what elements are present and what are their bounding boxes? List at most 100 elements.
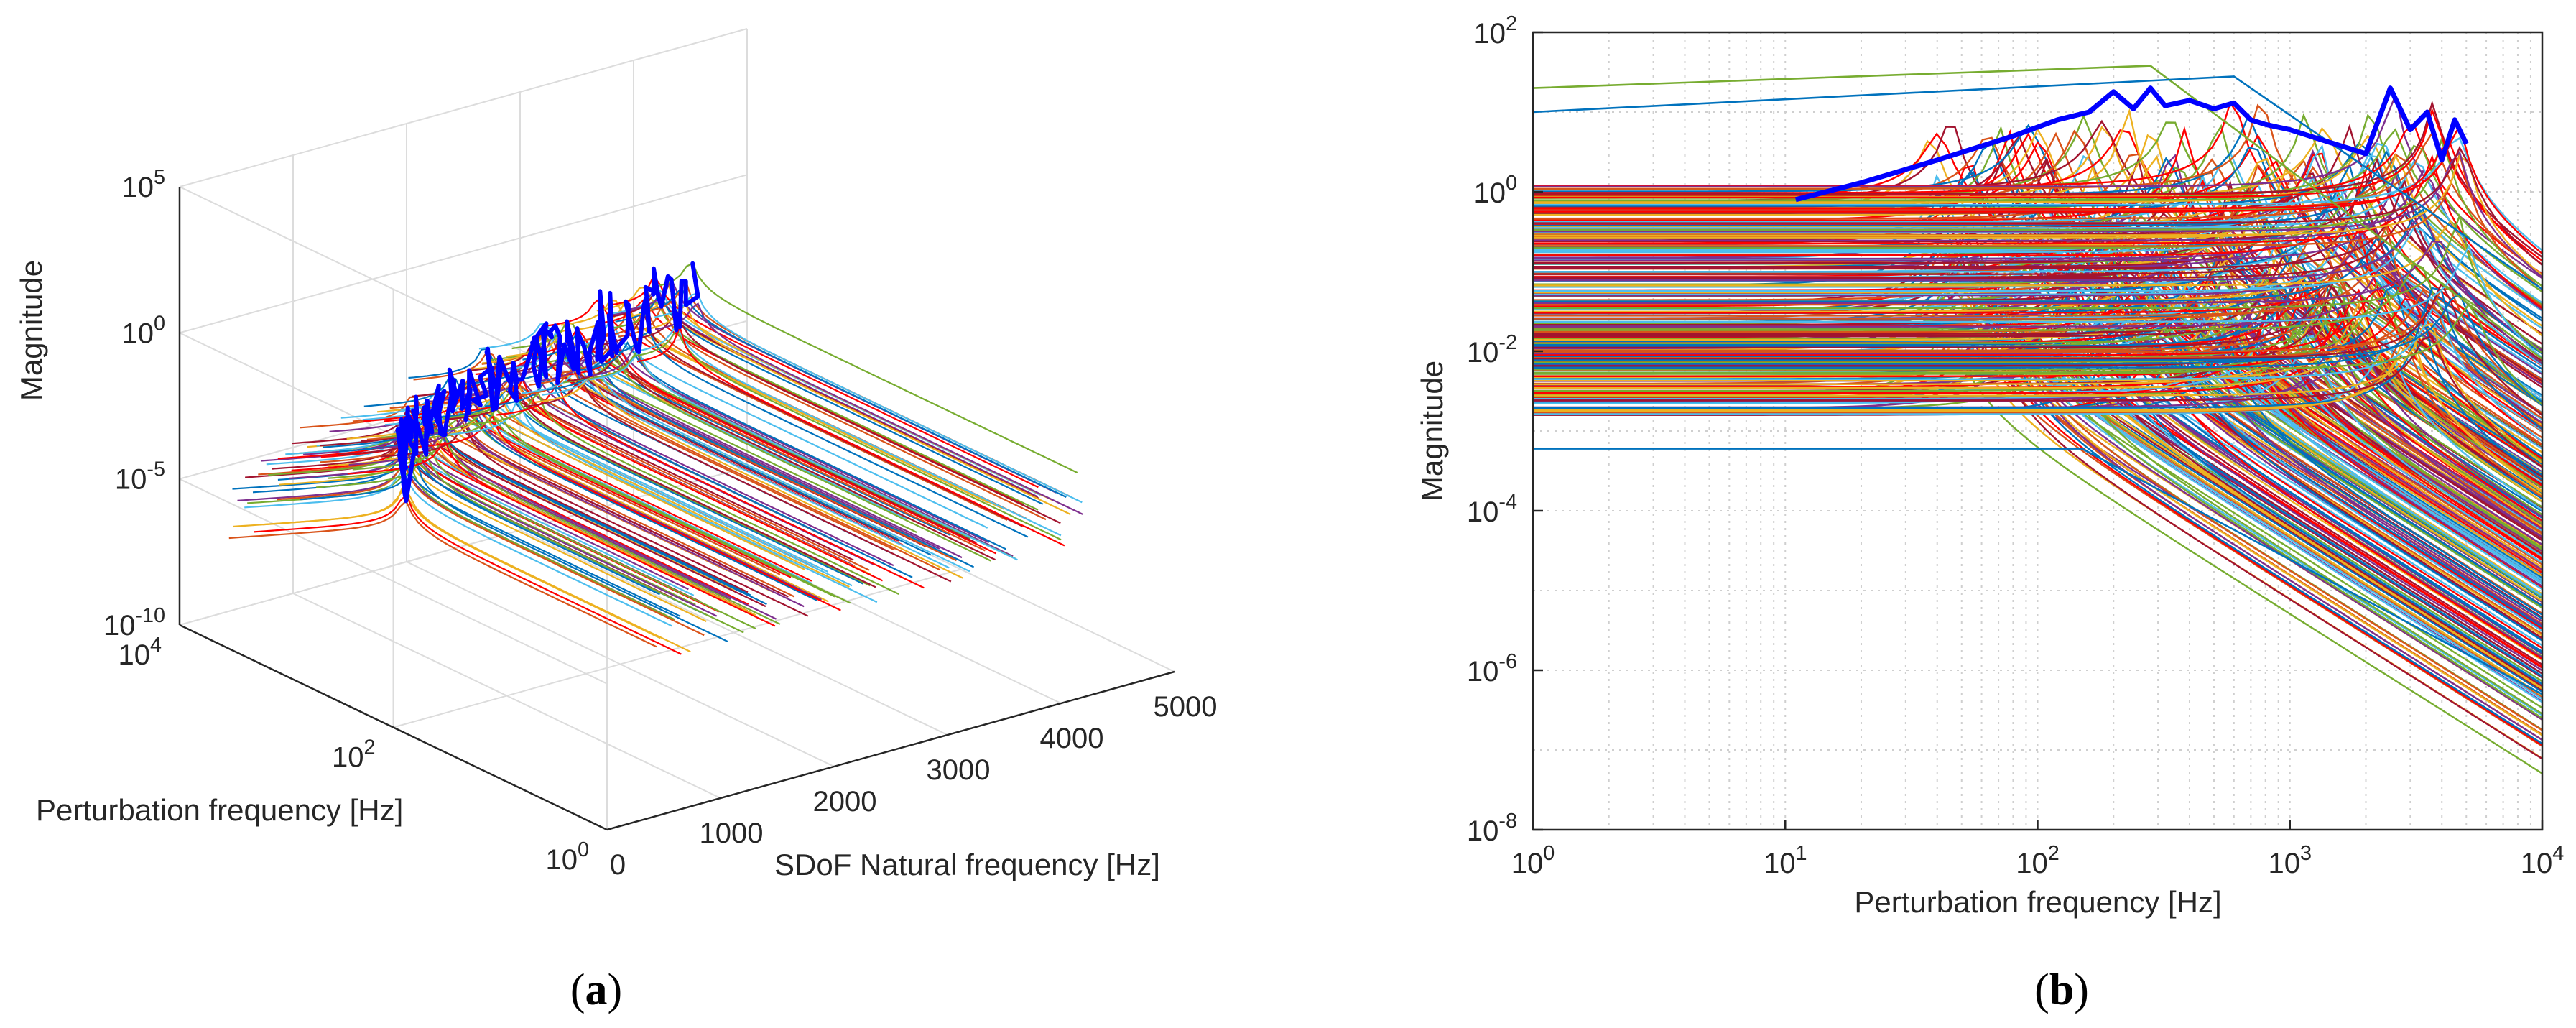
panel-a-series-line [633, 310, 1061, 524]
panel-a-series-line [277, 463, 705, 636]
panel-b-series-line-reference [1532, 75, 2543, 290]
panel-a-series-line [590, 351, 1018, 561]
panel-b-y-tick-label: 10-8 [1467, 810, 1517, 847]
panel-b-y-tick-label: 10-4 [1467, 491, 1517, 528]
panel-b-x-tick-label-exp: 4 [2552, 842, 2564, 865]
panel-b-series-line [1533, 335, 2543, 468]
panel-b-x-tick-label-base: 10 [2268, 848, 2300, 879]
panel-a-series-line [546, 361, 975, 568]
panel-b-series-line [1533, 211, 2543, 353]
panel-a-grid-line [179, 174, 748, 334]
panel-b-x-tick-label: 101 [1764, 842, 1807, 879]
panel-a-series-line [228, 499, 657, 648]
panel-b-series-line [1533, 292, 2543, 407]
panel-b-series-line [1533, 219, 2543, 337]
panel-b-series-line [1533, 121, 2543, 275]
panel-b-series-line [1533, 288, 2543, 460]
panel-a-series-line [455, 377, 884, 582]
panel-a-series-line [633, 324, 1062, 537]
panel-b-x-tick-label-exp: 2 [2048, 842, 2060, 865]
panel-a-series-line [654, 292, 1083, 504]
panel-a-z-tick-label-base: 10 [121, 172, 154, 203]
panel-b-series-line [1533, 329, 2543, 499]
panel-a-series-line [579, 302, 1008, 521]
panel-a-series-line [512, 368, 941, 571]
panel-b-series-line [1533, 143, 2543, 266]
panel-b-series-line [1533, 226, 2543, 366]
panel-a-label: (a) [570, 966, 622, 1014]
panel-a-series-line [542, 357, 970, 573]
panel-b-series-line [1533, 123, 2543, 254]
panel-b-series-line [1533, 186, 2543, 425]
panel-b-series-line [1533, 150, 2543, 278]
panel-a-axis-line [179, 624, 608, 831]
panel-b-x-tick-label-base: 10 [2521, 848, 2553, 879]
panel-a-y-tick-label: 4000 [1040, 723, 1104, 754]
panel-b-series-line [1533, 213, 2543, 362]
panel-b-y-tick-label-base: 10 [1467, 337, 1499, 369]
panel-a-x-tick-label-base: 10 [332, 742, 364, 774]
panel-a-y-tick-label: 2000 [813, 786, 877, 818]
panel-a-series-line [484, 375, 913, 578]
panel-b-series-line [1533, 181, 2543, 386]
panel-a-y-tick-label: 1000 [700, 818, 764, 849]
panel-a-z-tick-label-base: 10 [103, 610, 136, 642]
panel-a-series-line [449, 399, 878, 603]
panel-b-y-tick-label: 100 [1473, 172, 1517, 209]
panel-a-series-line [352, 433, 781, 625]
panel-a-series-line [448, 384, 876, 588]
panel-a-y-tick-label: 0 [610, 849, 626, 881]
panel-a-y-tick-label: 3000 [927, 754, 991, 786]
panel-b-series-line [1533, 287, 2543, 430]
panel-a-z-tick-label-base: 10 [115, 464, 147, 496]
panel-a-series-line [266, 427, 695, 596]
panel-b-y-tick-label-base: 10 [1473, 177, 1506, 209]
panel-a-series-line [568, 346, 997, 555]
panel-b-series-line [1533, 216, 2543, 508]
panel-b-series-line [1533, 160, 2543, 304]
panel-b-series-line [1533, 153, 2543, 307]
panel-b-series-line-reference [1532, 65, 2543, 360]
panel-b-series-line [1533, 310, 2543, 481]
panel-a-x-tick-label-base: 10 [545, 844, 578, 876]
panel-a-series-line [654, 302, 1083, 515]
panel-a-x-tick-label-base: 10 [118, 639, 150, 671]
panel-a-series-line [563, 354, 991, 562]
panel-a-y-tick-label: 5000 [1154, 691, 1218, 723]
panel-b-x-axis-label: Perturbation frequency [Hz] [1854, 885, 2221, 919]
panel-a-axis-line [606, 670, 1175, 831]
panel-b-series-line [1533, 244, 2543, 439]
panel-a-z-tick-label-base: 10 [121, 318, 154, 349]
panel-a-series-line [600, 330, 1029, 538]
panel-a-series-line [300, 459, 728, 642]
panel-a-z-axis-label: Magnitude [14, 260, 48, 401]
panel-a-series-line [522, 364, 950, 569]
panel-a-series-line [384, 387, 813, 585]
panel-a-x-tick-label-exp: 0 [578, 838, 589, 861]
panel-a-z-tick-label-exp: -5 [147, 458, 165, 481]
panel-b-x-tick-label: 102 [2016, 842, 2060, 879]
panel-a-grid-line [519, 529, 948, 736]
panel-b-series-line [1533, 284, 2543, 458]
panel-b-series-line [1533, 151, 2543, 291]
panel-a-x-tick-label: 104 [118, 634, 162, 671]
panel-a-grid-line [393, 568, 961, 728]
panel-b-series-line [1533, 146, 2543, 266]
panel-a-series-line [523, 379, 952, 583]
panel-a-series-line [254, 493, 682, 655]
panel-b-series-line [1533, 161, 2543, 365]
panel-b-series-line [1533, 222, 2543, 415]
panel-b-series-line [1533, 215, 2543, 414]
panel-a-series-line [380, 425, 809, 617]
panel-b-series-group [1532, 65, 2543, 774]
panel-a-z-tick-label: 10-10 [103, 604, 165, 642]
panel-b-x-tick-label: 100 [1511, 842, 1555, 879]
panel-a-z-tick-label: 100 [121, 312, 165, 349]
panel-b-series-line [1533, 269, 2543, 527]
panel-b-series-line [1533, 107, 2543, 261]
panel-b-x-tick-label-exp: 1 [1795, 842, 1807, 865]
panel-b-series-line [1533, 268, 2543, 481]
